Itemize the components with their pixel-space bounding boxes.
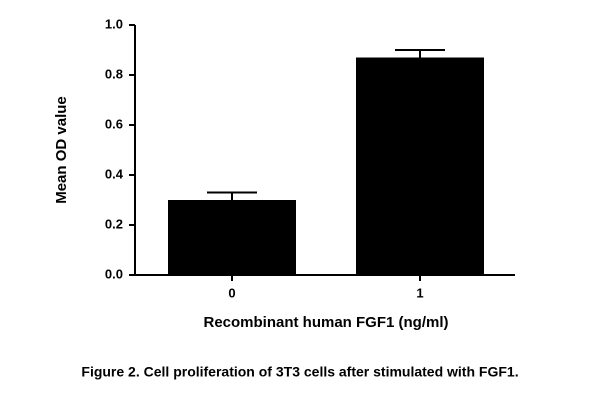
- y-tick-label: 0.6: [105, 116, 123, 131]
- bar: [356, 57, 484, 275]
- x-tick-label: 1: [416, 285, 423, 300]
- bar: [168, 200, 296, 275]
- y-tick-label: 0.8: [105, 66, 123, 81]
- x-axis-label: Recombinant human FGF1 (ng/ml): [203, 314, 448, 331]
- caption: Figure 2. Cell proliferation of 3T3 cell…: [81, 364, 518, 380]
- y-tick-label: 1.0: [105, 16, 123, 31]
- y-tick-label: 0.4: [105, 166, 124, 181]
- y-axis-label: Mean OD value: [53, 96, 70, 204]
- y-tick-label: 0.0: [105, 266, 123, 281]
- y-tick-label: 0.2: [105, 216, 123, 231]
- x-tick-label: 0: [228, 285, 235, 300]
